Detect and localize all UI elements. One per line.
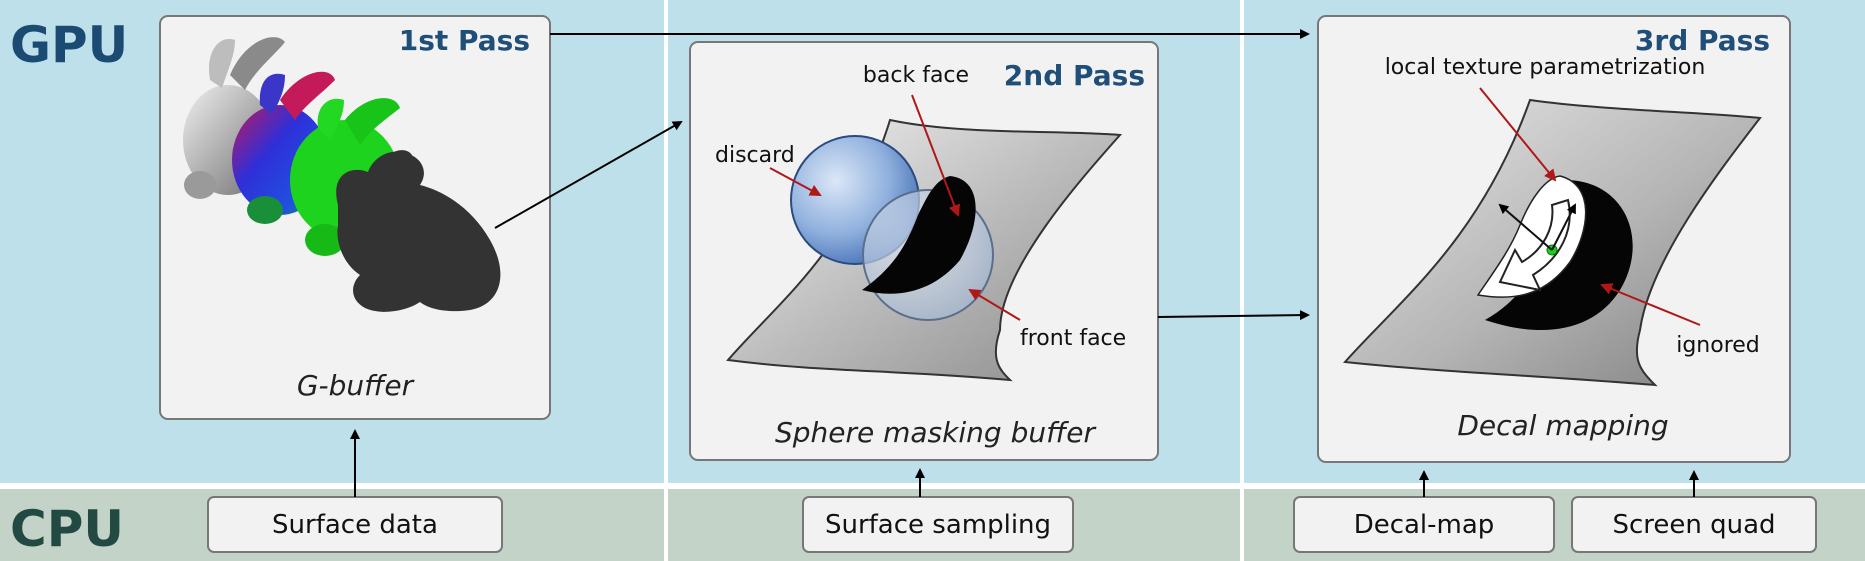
bitangent-arrow xyxy=(1551,203,1576,251)
front-face-label: front face xyxy=(1020,326,1126,351)
pass-3-panel: 3rd Pass local texture parametrization i… xyxy=(1317,15,1791,463)
pass-1-caption: G-buffer xyxy=(297,369,415,402)
pass-2-title: 2nd Pass xyxy=(1004,59,1145,92)
back-face-region xyxy=(862,176,976,294)
pass-1-title: 1st Pass xyxy=(399,24,530,57)
surface-sampling-label: Surface sampling xyxy=(825,510,1051,540)
cpu-label: CPU xyxy=(10,500,124,558)
local-param-label: local texture parametrization xyxy=(1385,55,1706,80)
pass2-to-pass3-arrow xyxy=(1157,310,1310,321)
ignored-label: ignored xyxy=(1676,333,1760,358)
pass-2-caption: Sphere masking buffer xyxy=(775,416,1097,449)
decal-arrow-icon xyxy=(1498,198,1571,292)
screen-quad-label: Screen quad xyxy=(1612,510,1775,540)
back-face-label: back face xyxy=(863,63,969,88)
pass-1-panel: 1st Pass xyxy=(159,15,551,420)
pass-3-title: 3rd Pass xyxy=(1635,24,1770,57)
back-face-arrow xyxy=(911,94,961,217)
ignored-arrow xyxy=(1600,283,1701,326)
local-param-arrow xyxy=(1479,87,1557,182)
decal-map-label: Decal-map xyxy=(1354,510,1495,540)
cpu-input-surface-data: Surface data xyxy=(207,496,503,553)
pass1-to-pass2-arrow xyxy=(494,121,683,229)
cpu-input-decal-map: Decal-map xyxy=(1293,496,1555,553)
pass-3-caption: Decal mapping xyxy=(1457,409,1668,442)
pass-2-panel: 2nd Pass back face discard front face Sp… xyxy=(689,41,1159,461)
front-face-arrow xyxy=(968,288,1021,321)
tangent-arrow xyxy=(1498,203,1553,251)
cpu-input-screen-quad: Screen quad xyxy=(1571,496,1817,553)
bunny-gray-icon xyxy=(183,37,285,199)
bunny-stack-illustration xyxy=(183,37,501,312)
gpu-label: GPU xyxy=(10,16,128,74)
surface-data-label: Surface data xyxy=(272,510,438,540)
cpu-input-surface-sampling: Surface sampling xyxy=(802,496,1074,553)
discard-arrow xyxy=(769,167,822,196)
bunny-depth-icon xyxy=(336,150,501,312)
discard-label: discard xyxy=(715,143,795,168)
